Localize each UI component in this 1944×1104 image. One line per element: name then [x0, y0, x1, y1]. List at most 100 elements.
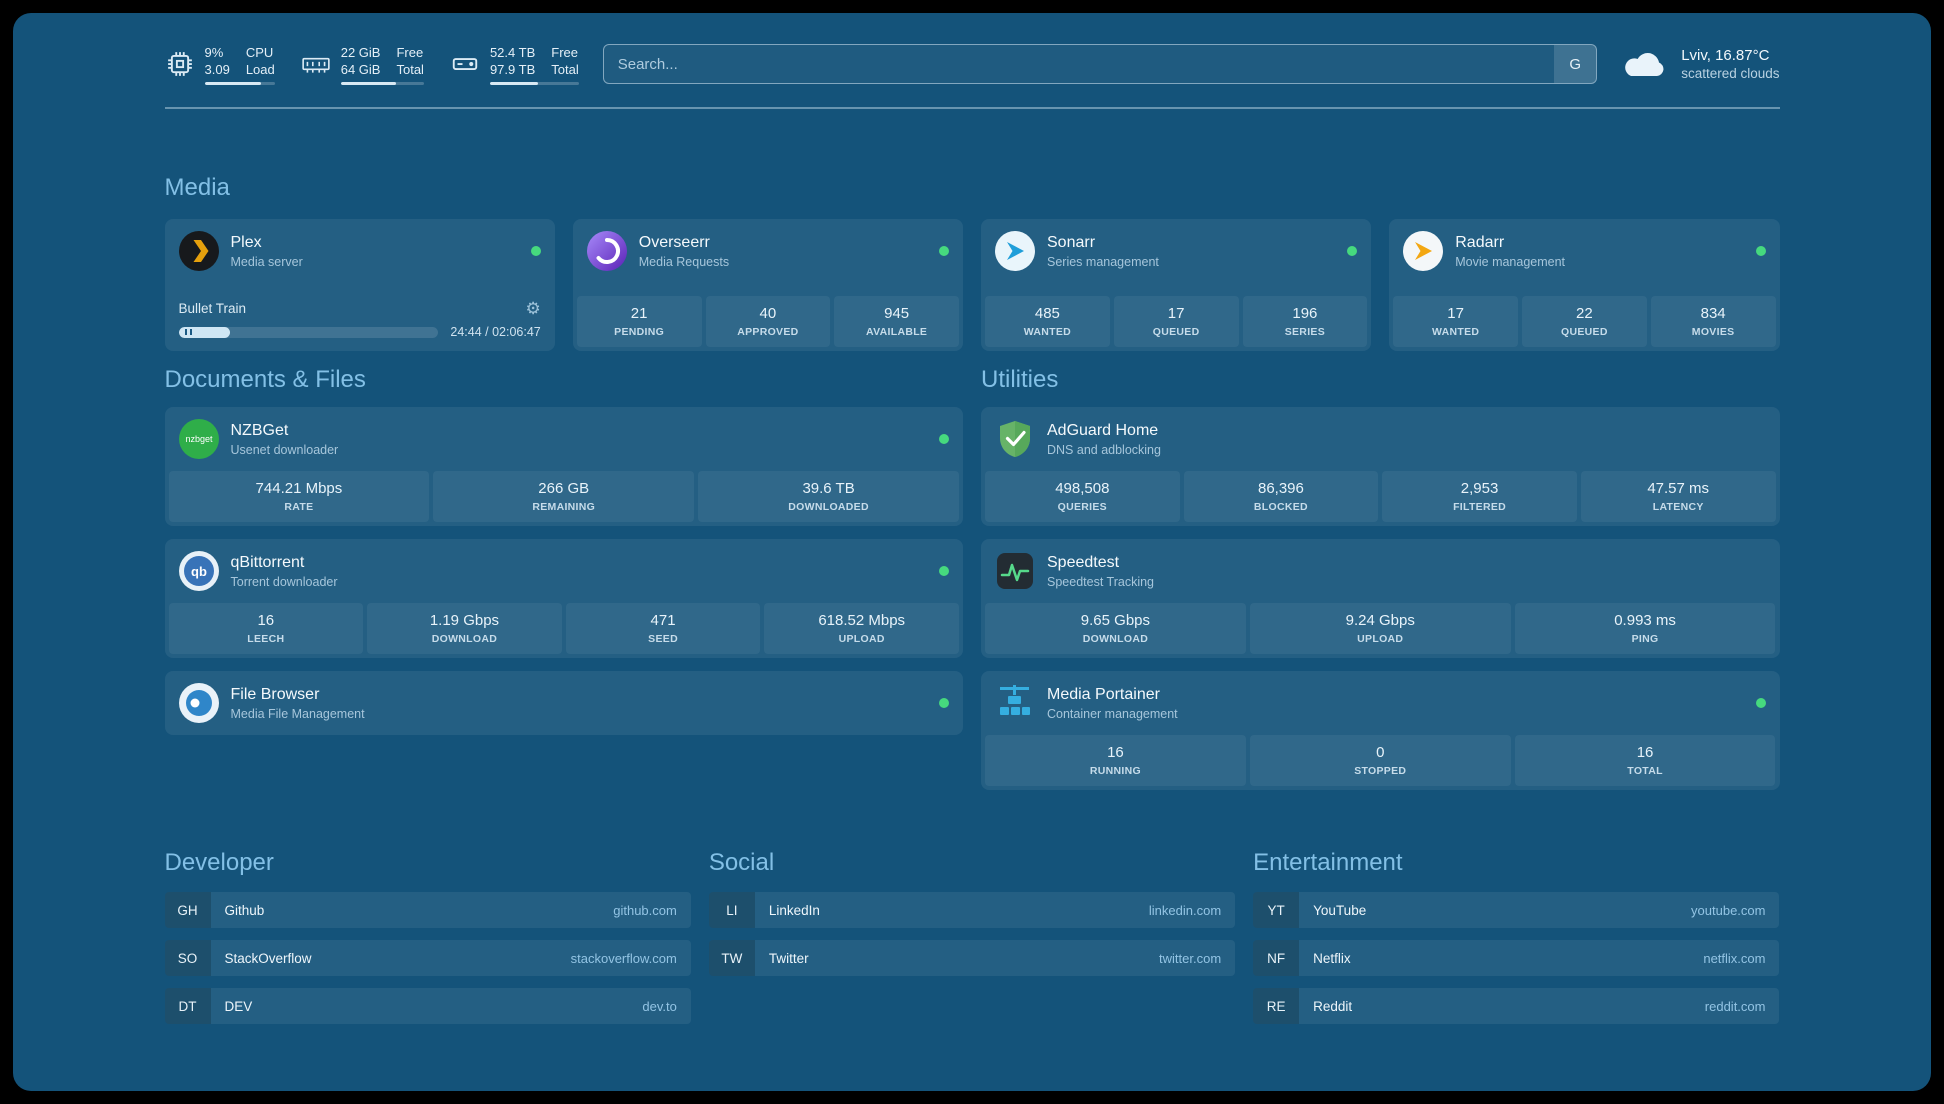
- bookmark-stackoverflow[interactable]: SO StackOverflow stackoverflow.com: [164, 940, 691, 976]
- bookmark-linkedin[interactable]: LI LinkedIn linkedin.com: [708, 892, 1236, 928]
- radarr-header[interactable]: Radarr Movie management: [1389, 219, 1779, 283]
- service-card-filebrowser[interactable]: File Browser Media File Management: [164, 671, 964, 735]
- disk-free-value: 52.4 TB: [489, 44, 536, 60]
- memory-free-value: 22 GiB: [340, 44, 381, 60]
- bookmark-dev[interactable]: DT DEV dev.to: [164, 988, 691, 1024]
- bookmark-name: Github: [224, 902, 265, 918]
- utilities-section-title: Utilities: [981, 366, 1059, 393]
- bookmark-url: reddit.com: [1704, 998, 1766, 1014]
- stat-label: FILTERED: [1453, 501, 1507, 513]
- stat-value: 834: [1700, 305, 1726, 322]
- service-card-overseerr[interactable]: Overseerr Media Requests 21 PENDING 40 A…: [572, 219, 963, 351]
- service-card-speedtest[interactable]: Speedtest Speedtest Tracking 9.65 Gbps D…: [981, 539, 1780, 658]
- stat-block: 40 APPROVED: [705, 296, 831, 347]
- stat-label: WANTED: [1023, 326, 1072, 338]
- resource-widgets: 9% 3.09 CPU Load: [165, 44, 579, 85]
- stat-label: RUNNING: [1089, 765, 1141, 777]
- gear-icon[interactable]: ⚙: [525, 299, 541, 318]
- playback-time: 24:44 / 02:06:47: [450, 325, 541, 339]
- memory-free-label: Free: [396, 44, 424, 60]
- stat-label: AVAILABLE: [866, 326, 928, 338]
- qbittorrent-header[interactable]: qb qBittorrent Torrent downloader: [165, 539, 964, 603]
- stat-value: 2,953: [1460, 480, 1499, 497]
- stat-value: 945: [884, 305, 910, 322]
- stat-block: 16 RUNNING: [985, 735, 1246, 786]
- bookmark-abbr: DT: [164, 988, 211, 1024]
- stat-block: 21 PENDING: [576, 296, 702, 347]
- disk-total-label: Total: [551, 61, 579, 77]
- bookmark-name: StackOverflow: [224, 950, 312, 966]
- service-card-radarr[interactable]: Radarr Movie management 17 WANTED 22 QUE…: [1389, 219, 1780, 351]
- stat-label: APPROVED: [737, 326, 799, 338]
- stat-block: 498,508 QUERIES: [985, 471, 1180, 522]
- bookmark-twitter[interactable]: TW Twitter twitter.com: [708, 940, 1236, 976]
- status-online-dot: [1755, 246, 1766, 256]
- section-utilities: Utilities AdGuard Home DNS and adblockin…: [981, 365, 1780, 790]
- stat-label: LEECH: [247, 633, 285, 645]
- status-online-dot: [939, 698, 949, 708]
- stat-value: 744.21 Mbps: [255, 480, 343, 497]
- service-title: NZBGet: [230, 421, 289, 439]
- memory-total-value: 64 GiB: [340, 61, 381, 77]
- search-input[interactable]: [602, 44, 1598, 84]
- service-card-sonarr[interactable]: Sonarr Series management 485 WANTED 17 Q…: [981, 219, 1372, 351]
- stat-block: 485 WANTED: [985, 296, 1110, 347]
- plex-header[interactable]: Plex Media server: [165, 219, 555, 283]
- memory-total-label: Total: [396, 61, 424, 77]
- weather-location: Lviv, 16.87°C: [1681, 47, 1770, 64]
- stat-value: 17: [1167, 305, 1185, 322]
- speedtest-stats: 9.65 Gbps DOWNLOAD 9.24 Gbps UPLOAD 0.99…: [981, 603, 1780, 658]
- status-online-dot: [939, 246, 949, 256]
- pause-icon[interactable]: [184, 329, 192, 335]
- adguard-header[interactable]: AdGuard Home DNS and adblocking: [981, 407, 1780, 471]
- svg-text:nzbget: nzbget: [185, 434, 213, 444]
- stat-block: 22 QUEUED: [1522, 296, 1647, 347]
- bookmark-abbr: YT: [1253, 892, 1300, 928]
- stat-value: 40: [759, 305, 777, 322]
- service-subtitle: Torrent downloader: [230, 574, 338, 589]
- stat-block: 266 GB REMAINING: [433, 471, 695, 522]
- bookmark-netflix[interactable]: NF Netflix netflix.com: [1253, 940, 1780, 976]
- portainer-header[interactable]: Media Portainer Container management: [981, 671, 1780, 735]
- overseerr-header[interactable]: Overseerr Media Requests: [573, 219, 963, 283]
- sonarr-header[interactable]: Sonarr Series management: [981, 219, 1371, 283]
- sonarr-icon: [995, 231, 1035, 271]
- filebrowser-icon: [178, 683, 219, 723]
- status-online-dot: [1755, 698, 1766, 708]
- service-subtitle: DNS and adblocking: [1047, 442, 1161, 457]
- service-card-adguard[interactable]: AdGuard Home DNS and adblocking 498,508 …: [981, 407, 1780, 526]
- bookmark-group-entertainment: Entertainment YT YouTube youtube.com NF …: [1253, 848, 1780, 1024]
- search-provider-button[interactable]: G: [1554, 45, 1597, 83]
- cpu-widget: 9% 3.09 CPU Load: [165, 44, 275, 85]
- dashboard-page: 9% 3.09 CPU Load: [13, 13, 1931, 1091]
- bookmark-url: stackoverflow.com: [570, 950, 677, 966]
- stat-label: QUEUED: [1561, 326, 1608, 338]
- speedtest-header[interactable]: Speedtest Speedtest Tracking: [981, 539, 1780, 603]
- plex-now-playing: Bullet Train ⚙ 24:44 / 02:06:47: [165, 300, 555, 351]
- service-card-nzbget[interactable]: nzbget NZBGet Usenet downloader 744.21 M…: [164, 407, 964, 526]
- service-card-plex[interactable]: Plex Media server Bullet Train ⚙: [164, 219, 555, 351]
- stat-label: DOWNLOAD: [1082, 633, 1149, 645]
- stat-value: 498,508: [1055, 480, 1110, 497]
- bookmark-youtube[interactable]: YT YouTube youtube.com: [1253, 892, 1780, 928]
- overseerr-stats: 21 PENDING 40 APPROVED 945 AVAILABLE: [573, 296, 963, 351]
- weather-condition: scattered clouds: [1681, 66, 1780, 81]
- service-subtitle: Media Requests: [638, 254, 730, 269]
- bookmark-reddit[interactable]: RE Reddit reddit.com: [1253, 988, 1780, 1024]
- service-card-portainer[interactable]: Media Portainer Container management 16 …: [981, 671, 1780, 790]
- bookmark-name: Reddit: [1313, 998, 1353, 1014]
- bookmark-name: Twitter: [768, 950, 809, 966]
- bookmark-abbr: RE: [1253, 988, 1300, 1024]
- stat-value: 471: [650, 612, 676, 629]
- disk-icon: [450, 49, 480, 79]
- bookmark-group-developer: Developer GH Github github.com SO StackO…: [164, 848, 691, 1024]
- bookmark-github[interactable]: GH Github github.com: [164, 892, 691, 928]
- playback-progress-bar[interactable]: [178, 326, 439, 338]
- filebrowser-header[interactable]: File Browser Media File Management: [165, 671, 964, 735]
- stat-label: PENDING: [614, 326, 665, 338]
- nzbget-header[interactable]: nzbget NZBGet Usenet downloader: [165, 407, 964, 471]
- bookmark-group-social: Social LI LinkedIn linkedin.com TW Twitt…: [708, 848, 1236, 976]
- service-card-qbittorrent[interactable]: qb qBittorrent Torrent downloader 16 LEE…: [164, 539, 964, 658]
- stat-block: 471 SEED: [565, 603, 761, 654]
- documents-section-title: Documents & Files: [164, 366, 366, 393]
